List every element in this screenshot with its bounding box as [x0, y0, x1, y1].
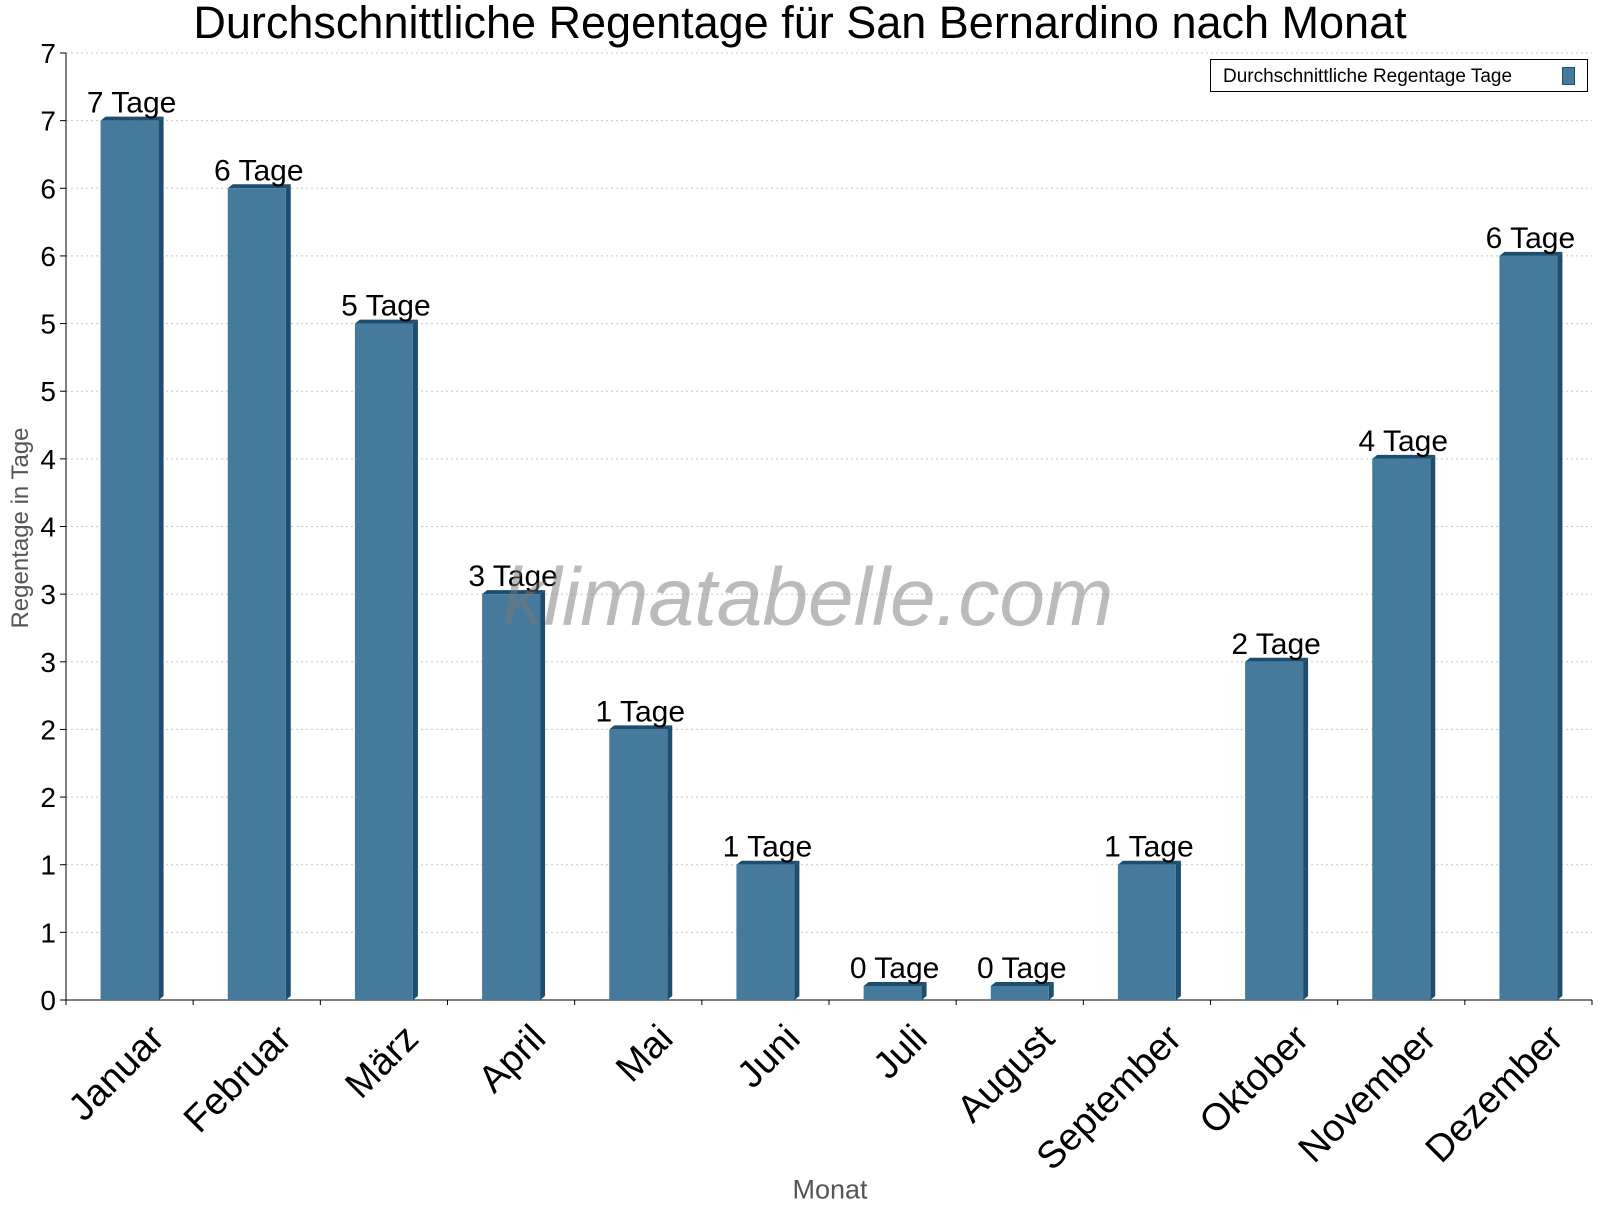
- bar: [1117, 864, 1176, 1000]
- bar-side: [1557, 251, 1563, 1000]
- bar-top: [1499, 251, 1563, 256]
- bar: [227, 188, 286, 1001]
- bar-side: [667, 725, 673, 1000]
- bar: [482, 594, 541, 1000]
- y-tick-label: 4: [40, 444, 56, 475]
- data-label: 1 Tage: [723, 831, 813, 864]
- data-label: 0 Tage: [977, 952, 1067, 985]
- legend-swatch: [1562, 67, 1575, 85]
- data-label: 0 Tage: [850, 952, 940, 985]
- x-tick-label: August: [949, 1017, 1063, 1131]
- y-tick-label: 6: [40, 241, 56, 272]
- bar-top: [609, 725, 673, 730]
- y-tick-label: 1: [40, 917, 56, 948]
- x-tick-label: November: [1291, 1017, 1445, 1171]
- x-tick-label: Dezember: [1418, 1017, 1572, 1171]
- x-tick-label: Mai: [608, 1017, 681, 1090]
- x-tick-label: Januar: [61, 1017, 173, 1129]
- y-tick-label: 7: [40, 38, 56, 69]
- x-tick-label: Juni: [729, 1017, 808, 1096]
- bar: [736, 864, 795, 1000]
- bar: [609, 729, 668, 1000]
- bar-side: [540, 590, 546, 1000]
- x-tick-label: Juli: [866, 1017, 936, 1087]
- bar-side: [1175, 860, 1181, 1000]
- y-tick-label: 2: [40, 714, 56, 745]
- bar-side: [1430, 454, 1436, 1000]
- data-label: 1 Tage: [1104, 831, 1194, 864]
- data-label: 5 Tage: [341, 290, 431, 323]
- x-tick-label: März: [338, 1017, 427, 1106]
- legend-entry-label: Durchschnittliche Regentage Tage: [1223, 66, 1513, 87]
- bar-side: [285, 184, 291, 1001]
- y-tick-label: 2: [40, 782, 56, 813]
- legend: Durchschnittliche Regentage Tage: [1210, 59, 1588, 92]
- bar-top: [736, 860, 800, 865]
- y-tick-label: 6: [40, 173, 56, 204]
- bar-top: [1372, 454, 1436, 459]
- data-label: 6 Tage: [1486, 222, 1576, 255]
- x-axis-label: Monat: [792, 1174, 868, 1205]
- bar-top: [100, 116, 164, 121]
- bar-side: [1303, 657, 1309, 1000]
- bar: [1372, 458, 1431, 1000]
- y-tick-label: 0: [40, 985, 56, 1016]
- y-tick-label: 3: [40, 647, 56, 678]
- bar-side: [1048, 982, 1054, 1000]
- y-tick-label: 4: [40, 512, 56, 543]
- data-label: 2 Tage: [1231, 628, 1321, 661]
- bar-top: [1117, 860, 1181, 865]
- bar: [1499, 255, 1558, 1000]
- bar: [354, 323, 413, 1001]
- bar: [1245, 661, 1304, 1000]
- y-axis-label: Regentage in Tage: [7, 427, 34, 629]
- y-tick-label: 5: [40, 376, 56, 407]
- data-label: 6 Tage: [214, 154, 304, 187]
- bar: [100, 120, 159, 1000]
- x-tick-label: Februar: [176, 1017, 300, 1141]
- bar-top: [354, 319, 418, 324]
- bar: [863, 986, 922, 1000]
- y-tick-label: 5: [40, 309, 56, 340]
- bar-top: [1245, 657, 1309, 662]
- x-tick-label: Oktober: [1192, 1017, 1318, 1143]
- y-tick-label: 3: [40, 579, 56, 610]
- bar-top: [990, 982, 1054, 986]
- chart-title: Durchschnittliche Regentage für San Bern…: [193, 0, 1407, 48]
- y-tick-label: 7: [40, 106, 56, 137]
- bar-side: [794, 860, 800, 1000]
- bar-side: [921, 982, 927, 1000]
- bar-side: [158, 116, 164, 1000]
- bar-top: [863, 982, 927, 986]
- data-label: 4 Tage: [1358, 425, 1448, 458]
- data-label: 1 Tage: [595, 695, 685, 728]
- y-tick-label: 1: [40, 850, 56, 881]
- bar-top: [482, 590, 546, 595]
- data-label: 7 Tage: [87, 87, 177, 120]
- bar-top: [227, 184, 291, 189]
- bar: [990, 986, 1049, 1000]
- x-tick-label: April: [471, 1017, 554, 1100]
- data-label: 3 Tage: [468, 560, 558, 593]
- bar-side: [412, 319, 418, 1001]
